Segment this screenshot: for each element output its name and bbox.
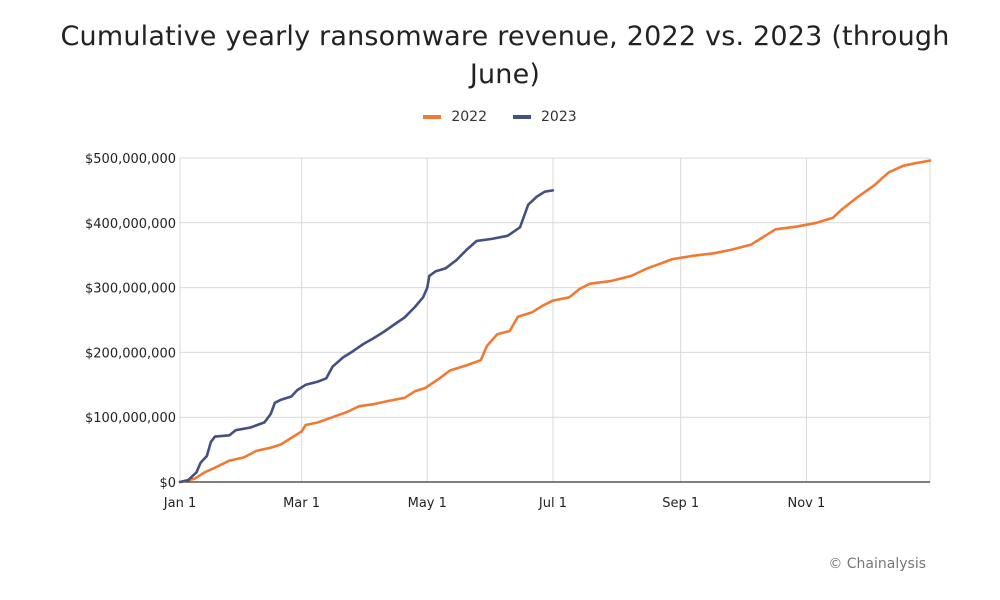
legend-label-2023: 2023 xyxy=(541,109,577,125)
legend-swatch-2023 xyxy=(513,115,531,119)
chart-legend: 2022 2023 xyxy=(0,109,1000,125)
chart-title-line-1: Cumulative yearly ransomware revenue, 20… xyxy=(60,21,950,52)
legend-label-2022: 2022 xyxy=(451,109,487,125)
grid-layer xyxy=(179,157,931,483)
x-tick-label: May 1 xyxy=(408,496,447,511)
chart-title-line-2: June) xyxy=(469,59,541,90)
legend-item-2022[interactable]: 2022 xyxy=(423,109,487,125)
axis-labels: $0 $100,000,000 $200,000,000 $300,000,000 $4… xyxy=(85,152,825,511)
y-tick-label: $200,000,000 xyxy=(85,346,176,361)
x-tick-label: Sep 1 xyxy=(662,496,699,511)
x-tick-label: Nov 1 xyxy=(787,496,825,511)
chainalysis-credit: © Chainalysis xyxy=(828,556,926,572)
x-tick-label: Jan 1 xyxy=(163,496,196,511)
y-tick-label: $400,000,000 xyxy=(85,217,176,232)
series-line-2022[interactable] xyxy=(178,159,932,484)
y-tick-label: $0 xyxy=(159,476,176,491)
chart-title: Cumulative yearly ransomware revenue, 20… xyxy=(40,18,970,94)
x-tick-label: Mar 1 xyxy=(283,496,320,511)
y-tick-label: $500,000,000 xyxy=(85,152,176,167)
y-tick-label: $100,000,000 xyxy=(85,411,176,426)
y-tick-label: $300,000,000 xyxy=(85,282,176,297)
x-tick-label: Jul 1 xyxy=(538,496,567,511)
series-layer xyxy=(178,159,932,484)
legend-swatch-2022 xyxy=(423,115,442,119)
legend-item-2023[interactable]: 2023 xyxy=(513,109,577,125)
series-line-2023[interactable] xyxy=(178,189,555,484)
